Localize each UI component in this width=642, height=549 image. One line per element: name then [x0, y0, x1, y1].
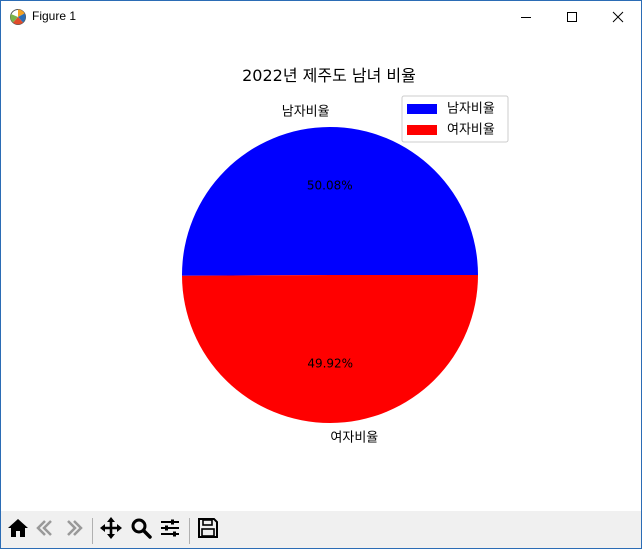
window-title: Figure 1: [32, 9, 77, 23]
chart-title: 2022년 제주도 남녀 비율: [242, 66, 416, 85]
zoom-magnifier-icon: [130, 517, 152, 543]
legend-label: 남자비율: [447, 102, 495, 117]
pan-button[interactable]: [99, 516, 123, 544]
toolbar-separator: [189, 518, 190, 544]
close-icon: [612, 8, 624, 27]
pan-move-icon: [99, 516, 123, 544]
save-floppy-icon: [197, 517, 219, 543]
percent-label: 50.08%: [307, 179, 353, 193]
configure-subplots-icon: [159, 517, 181, 543]
configure-subplots-button[interactable]: [158, 518, 182, 542]
home-icon: [7, 517, 29, 543]
navigation-toolbar: [1, 511, 641, 548]
legend-swatch: [407, 104, 437, 114]
title-bar[interactable]: Figure 1: [1, 1, 641, 33]
close-button[interactable]: [595, 1, 641, 33]
pie-slice: [182, 127, 478, 276]
percent-label: 49.92%: [307, 356, 353, 370]
legend-swatch: [407, 125, 437, 135]
back-button[interactable]: [34, 518, 58, 542]
minimize-button[interactable]: [503, 1, 549, 33]
legend-label: 여자비율: [447, 123, 495, 138]
back-arrow-icon: [35, 517, 57, 543]
forward-button[interactable]: [61, 518, 85, 542]
save-button[interactable]: [196, 518, 220, 542]
slice-label: 여자비율: [330, 430, 378, 445]
zoom-button[interactable]: [129, 518, 153, 542]
slice-label: 남자비율: [282, 105, 330, 120]
forward-arrow-icon: [62, 517, 84, 543]
toolbar-separator: [92, 518, 93, 544]
pie-slice: [182, 275, 478, 424]
maximize-icon: [566, 8, 578, 27]
minimize-icon: [520, 8, 532, 27]
matplotlib-logo-icon: [9, 8, 27, 26]
maximize-button[interactable]: [549, 1, 595, 33]
home-button[interactable]: [6, 518, 30, 542]
